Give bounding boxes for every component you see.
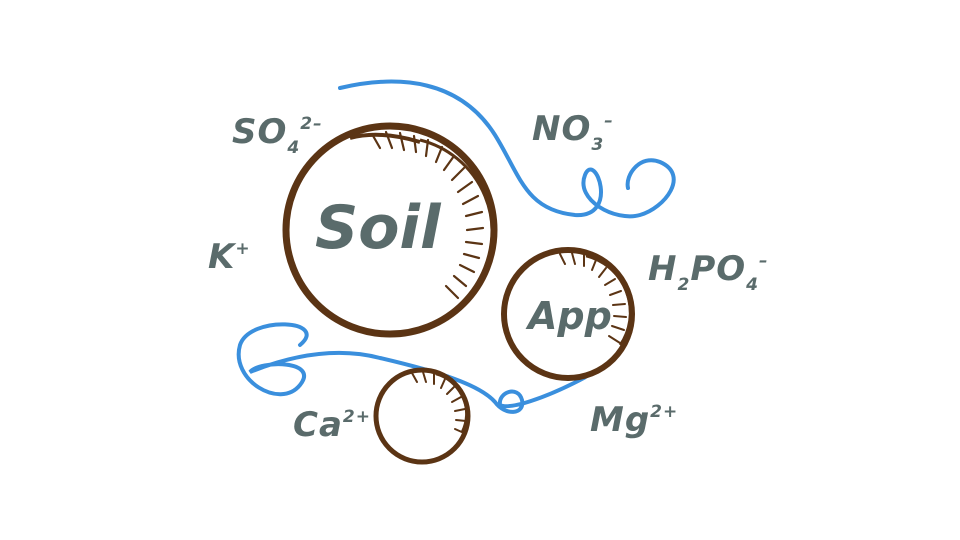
- ion-phosphate: H2PO4 –: [648, 249, 769, 293]
- ion-potassium: K+: [208, 240, 251, 274]
- ion-calcium: Ca2+: [293, 408, 371, 442]
- soil-particle-icon: [282, 122, 498, 338]
- soil-particle-icon: [373, 367, 471, 465]
- ion-phosphate-base: PO: [690, 249, 747, 289]
- ion-calcium-base: Ca: [293, 405, 343, 445]
- ion-nitrate: NO3 –: [532, 109, 614, 153]
- app-label: App: [528, 294, 612, 338]
- ion-calcium-sup: 2+: [342, 406, 371, 427]
- ion-phosphate-sub-h: 2: [677, 274, 691, 295]
- ion-sulfate-sub: 4: [287, 137, 301, 158]
- soil-particle-icon: [501, 247, 635, 381]
- ion-potassium-sup: +: [235, 238, 251, 259]
- ion-phosphate-sub: 4: [746, 274, 759, 295]
- ion-magnesium: Mg2+: [590, 403, 678, 437]
- ion-nitrate-sub: 3: [591, 134, 605, 155]
- ion-phosphate-base-h: H: [648, 249, 678, 289]
- soil-label: Soil: [315, 193, 441, 263]
- root-line-icon: [338, 79, 676, 219]
- ion-magnesium-sup: 2+: [650, 401, 679, 422]
- ion-magnesium-base: Mg: [590, 400, 651, 440]
- ion-sulfate: SO4 2–: [232, 112, 323, 156]
- ion-phosphate-sup: –: [758, 250, 769, 271]
- ion-sulfate-sup: 2–: [300, 113, 323, 134]
- ion-potassium-base: K: [208, 237, 236, 277]
- ion-nitrate-sup: –: [604, 110, 614, 131]
- ion-nitrate-base: NO: [532, 109, 592, 149]
- ion-sulfate-base: SO: [232, 112, 288, 152]
